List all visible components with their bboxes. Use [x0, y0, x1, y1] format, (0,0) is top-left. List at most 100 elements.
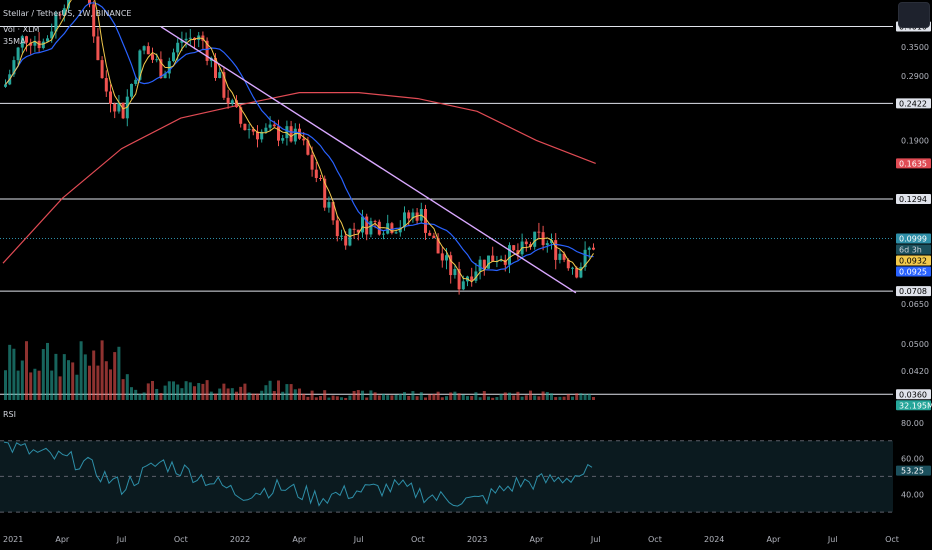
candle-body[interactable] — [545, 243, 549, 246]
candle-body[interactable] — [440, 253, 444, 261]
candle-body[interactable] — [550, 240, 553, 244]
candle-body[interactable] — [264, 127, 268, 132]
candle-body[interactable] — [268, 124, 272, 128]
candle-body[interactable] — [579, 267, 583, 278]
candle-body[interactable] — [100, 60, 104, 79]
candle-body[interactable] — [587, 247, 591, 250]
candle-body[interactable] — [449, 255, 453, 276]
candle-body[interactable] — [411, 212, 415, 219]
candle-body[interactable] — [239, 107, 243, 124]
settings-button[interactable] — [898, 2, 930, 28]
candle-body[interactable] — [214, 57, 217, 79]
candle-body[interactable] — [146, 46, 150, 55]
candle-body[interactable] — [58, 14, 62, 16]
candle-body[interactable] — [424, 208, 427, 233]
candle-body[interactable] — [226, 97, 230, 104]
candle-body[interactable] — [499, 259, 503, 262]
candle-body[interactable] — [592, 247, 595, 250]
candle-body[interactable] — [121, 102, 125, 119]
candle-body[interactable] — [562, 253, 566, 260]
candle-body[interactable] — [356, 229, 360, 233]
candle-body[interactable] — [319, 177, 322, 179]
candle-body[interactable] — [457, 269, 461, 290]
candle-body[interactable] — [453, 269, 457, 276]
candle-body[interactable] — [575, 267, 579, 278]
candle-body[interactable] — [138, 50, 142, 80]
candle-body[interactable] — [46, 38, 49, 42]
candle-body[interactable] — [247, 128, 251, 131]
candle-body[interactable] — [512, 245, 516, 251]
candle-body[interactable] — [142, 46, 146, 51]
candle-body[interactable] — [230, 100, 234, 104]
candle-body[interactable] — [432, 235, 436, 239]
candle-body[interactable] — [524, 241, 528, 245]
candle-body[interactable] — [293, 128, 297, 142]
candle-body[interactable] — [54, 14, 58, 32]
candle-body[interactable] — [104, 78, 108, 92]
candle-body[interactable] — [88, 0, 91, 5]
candle-body[interactable] — [188, 37, 192, 39]
candle-body[interactable] — [310, 154, 314, 170]
candle-body[interactable] — [516, 250, 520, 255]
candle-body[interactable] — [344, 235, 348, 246]
candle-body[interactable] — [277, 126, 280, 141]
candle-body[interactable] — [256, 131, 259, 140]
candle-body[interactable] — [566, 259, 570, 269]
candle-body[interactable] — [394, 232, 398, 234]
candle-body[interactable] — [348, 228, 352, 246]
candle-body[interactable] — [474, 271, 478, 281]
candle-body[interactable] — [390, 223, 394, 234]
candle-body[interactable] — [436, 238, 440, 254]
candle-body[interactable] — [151, 54, 154, 60]
candle-body[interactable] — [365, 216, 369, 235]
candle-body[interactable] — [529, 244, 532, 247]
candle-body[interactable] — [382, 233, 385, 235]
candle-body[interactable] — [461, 281, 465, 290]
candle-body[interactable] — [306, 140, 310, 155]
candle-body[interactable] — [235, 100, 238, 108]
candle-body[interactable] — [184, 38, 188, 41]
candle-body[interactable] — [20, 36, 24, 48]
candle-body[interactable] — [487, 255, 490, 269]
candle-body[interactable] — [163, 73, 167, 79]
candle-body[interactable] — [222, 72, 226, 98]
horizontal-levels[interactable] — [0, 25, 893, 395]
candle-body[interactable] — [159, 59, 163, 79]
candle-body[interactable] — [533, 231, 537, 247]
candle-body[interactable] — [361, 216, 364, 233]
candle-body[interactable] — [398, 227, 402, 233]
candle-body[interactable] — [289, 126, 293, 142]
candle-body[interactable] — [369, 221, 373, 235]
candle-body[interactable] — [96, 36, 100, 61]
trendline[interactable] — [160, 26, 577, 294]
candle-body[interactable] — [583, 249, 587, 268]
candle-body[interactable] — [482, 259, 486, 269]
candle-body[interactable] — [331, 202, 335, 221]
candle-body[interactable] — [92, 4, 96, 37]
candle-body[interactable] — [251, 128, 255, 132]
candle-body[interactable] — [314, 169, 318, 178]
candle-body[interactable] — [478, 259, 482, 272]
candle-body[interactable] — [415, 212, 419, 221]
candle-body[interactable] — [113, 103, 117, 112]
candle-body[interactable] — [558, 253, 562, 260]
candle-body[interactable] — [243, 123, 247, 131]
candle-body[interactable] — [272, 124, 276, 127]
candle-body[interactable] — [109, 91, 112, 104]
candle-body[interactable] — [491, 255, 495, 262]
candle-body[interactable] — [445, 255, 448, 261]
candle-body[interactable] — [327, 202, 331, 208]
candle-body[interactable] — [4, 84, 7, 87]
candle-body[interactable] — [180, 40, 184, 43]
candle-body[interactable] — [352, 228, 356, 230]
candle-body[interactable] — [117, 102, 121, 112]
candle-body[interactable] — [218, 72, 222, 79]
candle-body[interactable] — [12, 60, 16, 75]
candle-body[interactable] — [172, 52, 175, 62]
candle-body[interactable] — [403, 212, 406, 228]
candle-body[interactable] — [470, 276, 474, 281]
candle-body[interactable] — [260, 131, 264, 140]
candle-body[interactable] — [554, 240, 558, 260]
candle-body[interactable] — [281, 138, 285, 141]
